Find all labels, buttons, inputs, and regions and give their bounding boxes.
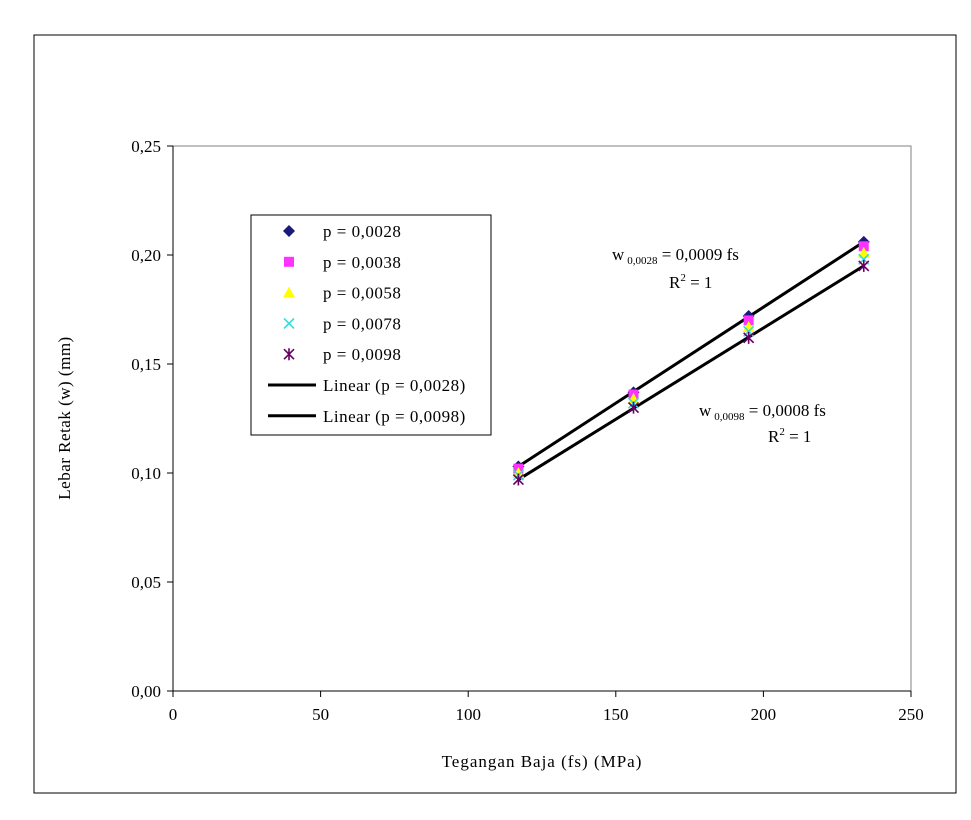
y-axis-label: Lebar Retak (w) (mm) — [55, 336, 74, 499]
y-tick-label: 0,25 — [131, 137, 161, 156]
marker-s1-p2 — [743, 315, 754, 326]
eq1-r: R — [669, 273, 681, 292]
legend-label-0: p = 0,0028 — [323, 222, 401, 241]
trendline-1 — [517, 264, 865, 481]
marker-s1-p3 — [858, 241, 869, 252]
y-tick-label: 0,10 — [131, 464, 161, 483]
legend-label-2: p = 0,0058 — [323, 284, 401, 303]
marker-s4-p1 — [627, 401, 640, 414]
legend-label-1: p = 0,0038 — [323, 253, 401, 272]
svg-text:R2 = 1: R2 = 1 — [669, 272, 712, 292]
x-tick-label: 50 — [312, 705, 329, 724]
marker-s2-p0 — [512, 467, 525, 478]
legend-marker-2 — [283, 286, 295, 298]
x-tick-label: 0 — [169, 705, 178, 724]
legend-label-3: p = 0,0078 — [323, 314, 401, 333]
x-tick-label: 100 — [455, 705, 481, 724]
trendline-0 — [517, 240, 865, 468]
eq1-r-sup: 2 — [680, 272, 686, 284]
eq1-sub: 0,0028 — [627, 255, 658, 267]
legend-marker-4 — [283, 348, 295, 361]
legend-marker-3 — [283, 317, 295, 329]
x-tick-label: 250 — [898, 705, 924, 724]
axes: 0,00 0,05 0,10 0,15 0,20 0,25 0 50 100 150 200 250 — [131, 137, 924, 724]
y-tick-label: 0,00 — [131, 682, 161, 701]
legend-marker-1 — [284, 256, 294, 267]
svg-text:R2 = 1: R2 = 1 — [768, 426, 811, 446]
data-markers — [512, 235, 870, 486]
x-tick-label: 150 — [603, 705, 629, 724]
legend-label-4: p = 0,0098 — [323, 345, 401, 364]
x-axis-label: Tegangan Baja (fs) (MPa) — [442, 752, 643, 771]
y-tick-label: 0,20 — [131, 246, 161, 265]
trendlines — [517, 240, 865, 481]
marker-s2-p3 — [857, 246, 870, 258]
y-tick-label: 0,15 — [131, 355, 161, 374]
y-tick-label: 0,05 — [131, 573, 161, 592]
eq2-r-rest: = 1 — [785, 427, 812, 446]
eq1-r-rest: = 1 — [686, 273, 713, 292]
eq1-w: w — [612, 245, 625, 264]
legend-entries: p = 0,0028 p = 0,0038 p = 0,0058 p = 0,0078… — [268, 222, 466, 426]
x-tick-label: 200 — [751, 705, 777, 724]
eq2-r-sup: 2 — [779, 426, 785, 438]
marker-s4-p2 — [743, 331, 755, 344]
eq2-sub: 0,0098 — [714, 411, 745, 423]
legend-marker-0 — [283, 225, 295, 237]
equation-annotation-0098: w 0,0098 = 0,0008 fs R2 = 1 — [699, 401, 826, 446]
marker-s4-p3 — [858, 259, 870, 272]
legend-trend-label-0: Linear (p = 0,0028) — [323, 376, 466, 395]
marker-s4-p0 — [512, 473, 524, 486]
svg-text:w0,0028 = 0,0009 fs: w 0,0028 = 0,0009 fs — [612, 245, 739, 267]
eq1-rest: = 0,0009 fs — [658, 245, 739, 264]
legend-trend-label-1: Linear (p = 0,0098) — [323, 407, 466, 426]
svg-text:w0,0098 = 0,0008 fs: w 0,0098 = 0,0008 fs — [699, 401, 826, 423]
eq2-r: R — [768, 427, 780, 446]
eq2-w: w — [699, 401, 712, 420]
legend: p = 0,0028 p = 0,0038 p = 0,0058 p = 0,0078… — [250, 214, 492, 436]
eq2-rest: = 0,0008 fs — [745, 401, 826, 420]
equation-annotation-0028: w 0,0028 = 0,0009 fs R2 = 1 — [612, 245, 739, 292]
